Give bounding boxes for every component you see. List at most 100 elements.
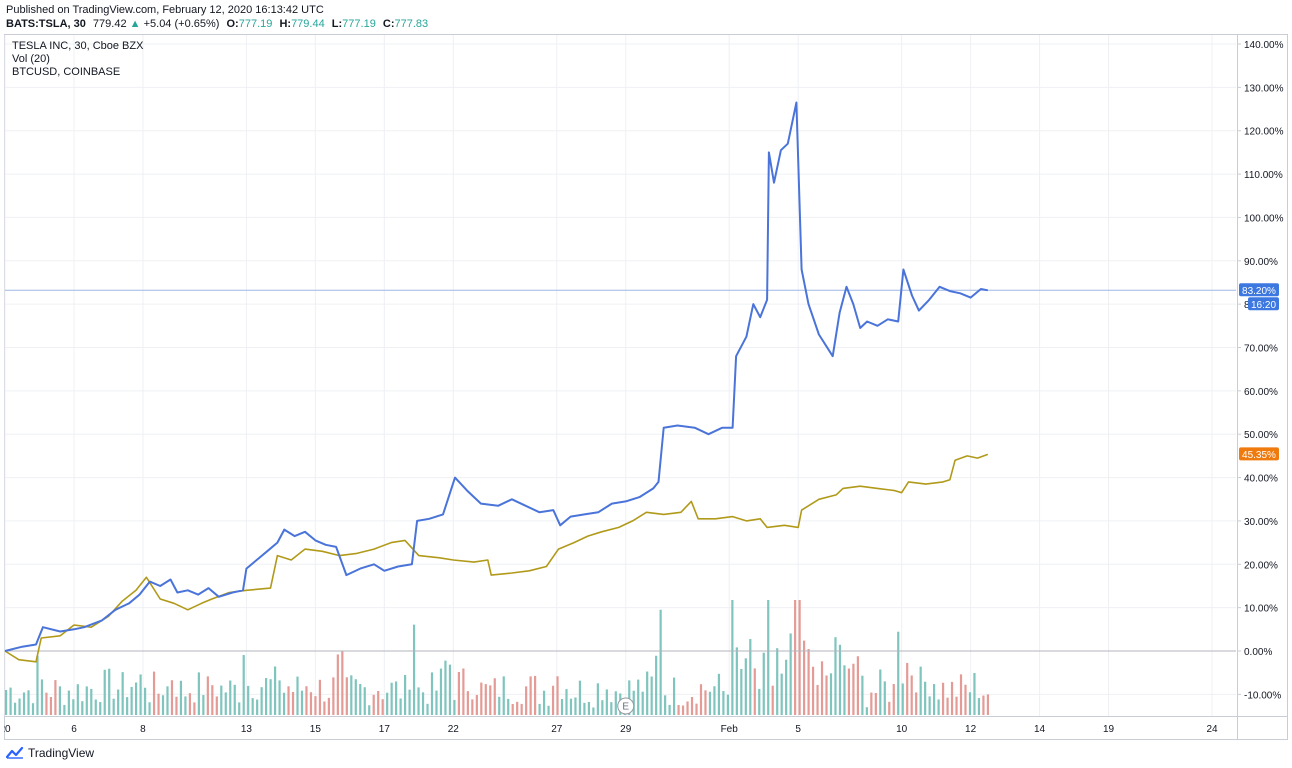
volume-bar [717,673,721,715]
volume-bar [551,685,555,715]
volume-bar [448,664,452,715]
volume-bar [453,699,456,715]
volume-bar [484,684,487,715]
x-tick-label: 8 [140,724,146,735]
last-price: 779.42 [92,18,127,30]
volume-bar [287,686,290,715]
volume-bar [892,684,895,715]
volume-bar [188,693,192,715]
volume-bar [825,675,828,715]
volume-bar [829,673,833,715]
volume-bar [58,686,61,715]
volume-bar [959,674,963,715]
volume-bar [888,701,891,715]
volume-bar [238,702,241,715]
earnings-marker-circle[interactable] [617,697,635,715]
volume-bar [175,696,178,715]
volume-bar [578,680,582,715]
volume-bar [229,680,232,715]
open-value: 777.19 [238,18,273,30]
y-tick-label: 10.00% [1244,604,1278,615]
volume-bar [372,694,375,715]
price-chart[interactable]: 140.00%130.00%120.00%110.00%100.00%90.00… [4,34,1288,740]
x-tick-label: 15 [310,724,322,735]
volume-bar [184,696,187,715]
time-axis[interactable]: 20 6 8 13 15 17 22 27 29 Feb 5 10 12 14 19 24 [4,724,1218,735]
tradingview-brand[interactable]: TradingView [6,746,94,760]
volume-bar [466,691,469,715]
legend-main-series[interactable]: TESLA INC, 30, Cboe BZX [12,40,144,52]
volume-bar [309,692,313,715]
volume-bar [601,700,604,715]
volume-bar [740,668,743,715]
volume-bar [40,679,44,715]
volume-bar [242,655,245,715]
volume-bar [27,690,30,715]
volume-bar [525,686,528,715]
earnings-marker[interactable]: E [617,697,635,715]
volume-bar [345,677,348,715]
volume-bar [794,600,797,715]
volume-bar [278,680,281,715]
volume-bar [318,679,322,715]
y-tick-label: 60.00% [1244,387,1278,398]
volume-bar [587,701,591,715]
y-tick-label: 20.00% [1244,560,1278,571]
volume-bar [977,698,981,715]
volume-bar [157,693,160,715]
volume-bar [771,685,774,715]
volume-bar [45,692,48,715]
volume-bar [534,675,537,715]
volume-bar [807,648,810,715]
volume-bar [170,680,174,715]
volume-bar [206,676,209,715]
price-axis[interactable]: 140.00% 130.00% 120.00% 110.00% 100.00% 90.00… [1237,40,1284,701]
symbol-name: BATS:TSLA, 30 [6,18,86,30]
volume-bar [574,697,577,715]
volume-bar [937,699,940,715]
x-tick-label: 20 [4,724,11,735]
volume-bar [444,660,447,715]
x-tick-label: 24 [1206,724,1218,735]
y-tick-label: 130.00% [1244,83,1284,94]
brand-name: TradingView [28,746,95,760]
up-triangle-icon: ▲ [129,18,141,30]
high-value: 779.44 [291,18,325,30]
volume-bar [637,679,640,715]
volume-bar [323,701,326,715]
y-tick-label: 120.00% [1244,127,1284,138]
volume-bar [354,679,357,715]
volume-bar [224,692,227,715]
volume-bar [5,689,8,715]
volume-bar [982,695,985,715]
volume-bar [211,685,214,715]
tradingview-logo-icon [6,747,24,759]
volume-bar [560,699,564,715]
volume-bar [265,678,268,715]
volume-bar [955,696,958,715]
volume-bar [395,681,398,715]
y-tick-label: 50.00% [1244,430,1278,441]
volume-bar [247,685,250,715]
x-tick-label: 22 [448,724,460,735]
volume-bar [148,702,151,715]
low-value: 777.19 [342,18,376,30]
volume-bar [605,689,608,715]
volume-bar [708,691,712,715]
volume-bar [986,694,990,715]
legend-volume[interactable]: Vol (20) [12,53,50,65]
volume-bar [767,600,770,715]
volume-bar [139,674,142,715]
volume-bar [811,666,815,715]
volume-bar [426,703,429,715]
volume-bar [968,692,972,715]
last-value-badges: 83.20% 16:20 45.35% [1239,283,1279,461]
volume-bar [879,669,882,715]
tsla-time-badge [1248,297,1279,311]
legend-compare-series[interactable]: BTCUSD, COINBASE [12,66,121,78]
volume-bar [412,624,416,715]
close-label: C: [382,18,395,30]
volume-bar [507,698,510,715]
volume-bar [928,696,931,715]
volume-bar [161,695,165,715]
